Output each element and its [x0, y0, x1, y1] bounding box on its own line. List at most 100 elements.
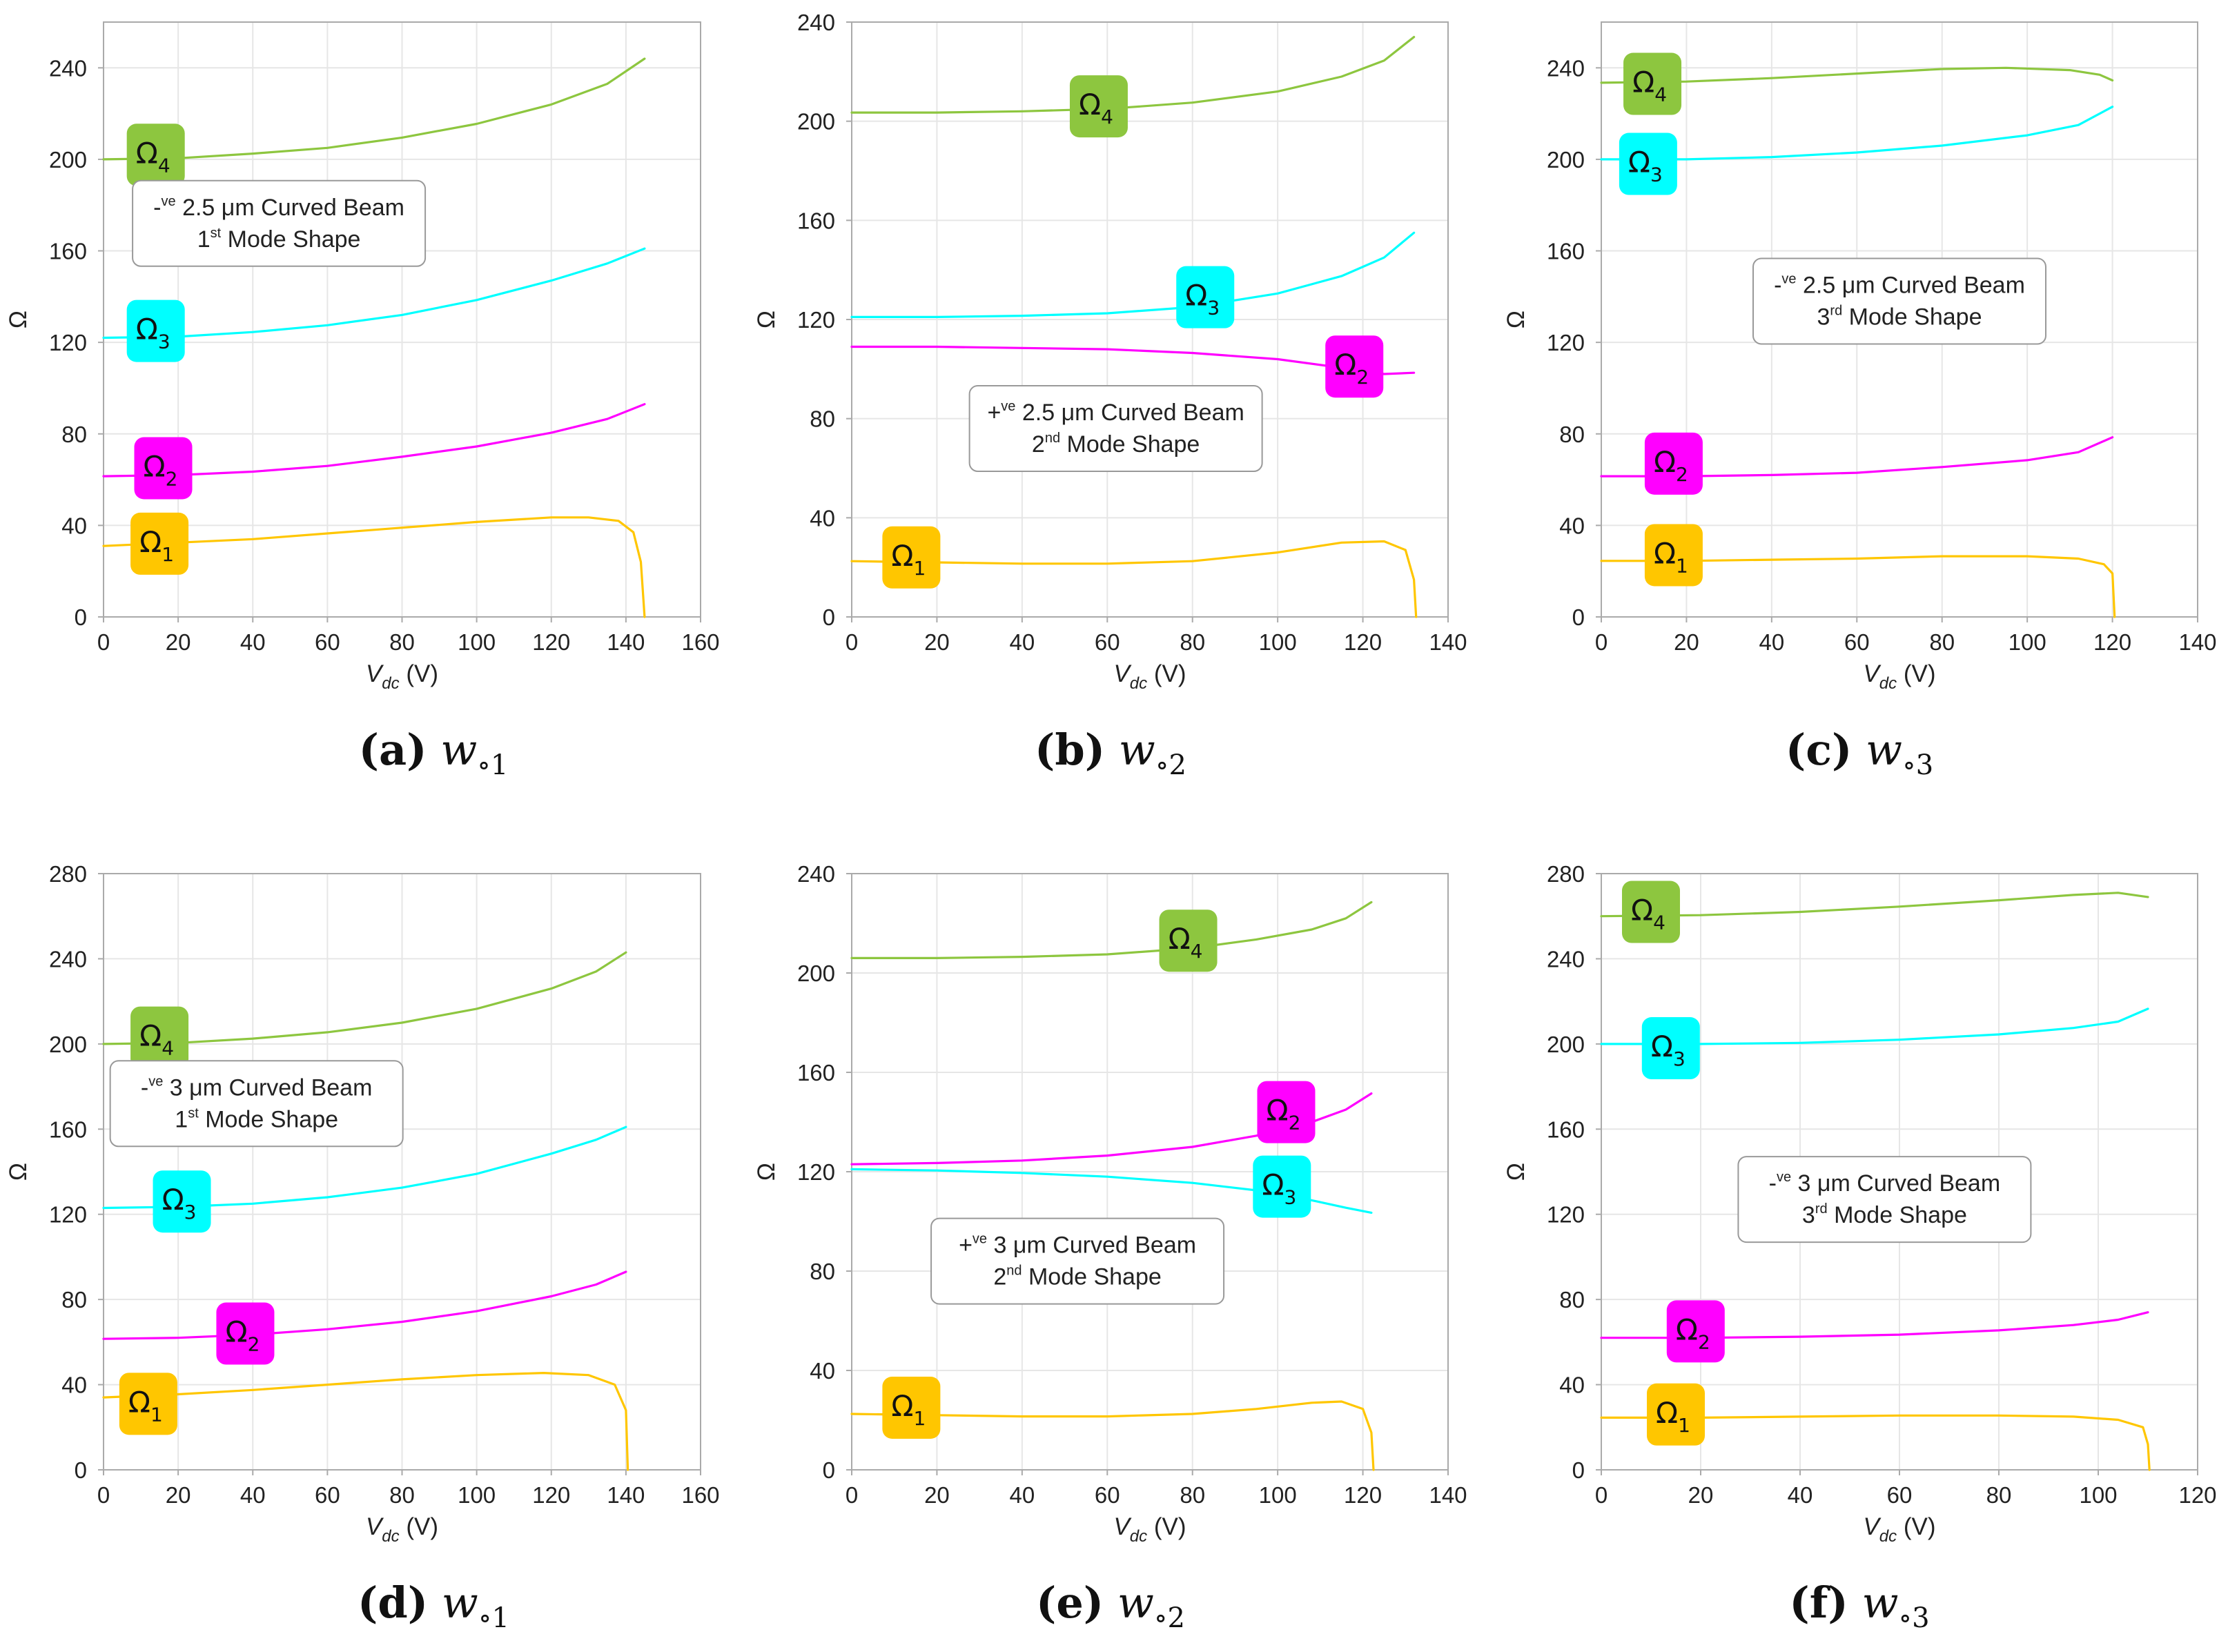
series-label-omega1: Ω1 — [130, 512, 189, 575]
chart-e: 0 20 40 60 80 100 120 140 0 40 80 120 160 200 240 Vdc (… — [753, 861, 1467, 1634]
y-tick-label: 160 — [49, 239, 87, 264]
x-tick-label: 0 — [846, 1482, 858, 1508]
x-tick-label: 160 — [681, 1482, 719, 1508]
series-line-omega4 — [1600, 892, 2149, 918]
series-label-box — [130, 1006, 189, 1069]
x-tick-label: 60 — [1095, 629, 1120, 655]
series-line-omega4 — [102, 951, 627, 1045]
y-axis-label: Ω — [1503, 1163, 1530, 1181]
series-label-omega2: Ω2 — [216, 1302, 275, 1365]
series-label-omega4: Ω4 — [1622, 881, 1680, 943]
x-axis-label: Vdc (V) — [1863, 660, 1935, 693]
chart-f: 0 20 40 60 80 100 120 0 40 80 120 160 200 240 280 Vdc (… — [1503, 861, 2217, 1634]
y-tick-label: 0 — [823, 1457, 835, 1483]
series-label-omega3: Ω3 — [1253, 1155, 1311, 1218]
series-label-box — [882, 1377, 941, 1439]
y-tick-label: 80 — [61, 422, 87, 447]
y-tick-label: 280 — [1547, 861, 1585, 887]
x-tick-label: 120 — [1344, 629, 1382, 655]
x-axis-label: Vdc (V) — [1863, 1513, 1935, 1546]
y-tick-label: 80 — [1559, 422, 1585, 447]
series-label-omega2: Ω2 — [134, 437, 193, 500]
series-label-box — [1623, 52, 1682, 115]
series-label-omega3: Ω3 — [153, 1170, 211, 1233]
annotation-line1: -ve 2.5 μm Curved Beam — [1774, 271, 2025, 298]
annotation-line1: +ve 2.5 μm Curved Beam — [987, 399, 1244, 426]
series-label-box — [126, 124, 185, 186]
series-label-omega1: Ω1 — [119, 1373, 177, 1435]
y-tick-label: 200 — [797, 109, 835, 135]
x-tick-label: 140 — [607, 629, 645, 655]
x-tick-label: 60 — [315, 1482, 340, 1508]
y-tick-label: 200 — [797, 961, 835, 986]
x-tick-label: 120 — [532, 629, 570, 655]
y-tick-label: 0 — [75, 604, 87, 630]
x-tick-label: 60 — [1095, 1482, 1120, 1508]
series-label-omega2: Ω2 — [1644, 432, 1703, 495]
x-axis-label: Vdc (V) — [366, 660, 438, 693]
chart-d: 0 20 40 60 80 100 120 140 160 0 40 80 120 160 200 240 28… — [5, 861, 720, 1634]
series-label-box — [1253, 1155, 1311, 1218]
plot-frame — [1601, 21, 2198, 618]
series-label-text: Ω1 — [891, 1389, 926, 1430]
series-label-box — [1644, 524, 1703, 587]
x-axis-label: Vdc (V) — [1113, 1513, 1186, 1546]
x-tick-label: 40 — [240, 629, 266, 655]
annotation-frame — [1752, 257, 2046, 345]
annotation-frame — [968, 385, 1263, 473]
series-label-text: Ω2 — [1676, 1312, 1710, 1353]
x-tick-label: 0 — [97, 629, 110, 655]
x-tick-label: 160 — [681, 629, 719, 655]
series-line-omega4 — [850, 36, 1416, 114]
series-label-omega4: Ω4 — [1159, 909, 1218, 972]
x-tick-label: 40 — [1788, 1482, 1813, 1508]
annotation-box: -ve 3 μm Curved Beam 1st Mode Shape — [109, 1060, 404, 1148]
x-tick-label: 140 — [607, 1482, 645, 1508]
series-label-box — [1622, 881, 1680, 943]
series-label-box — [119, 1373, 177, 1435]
y-tick-label: 120 — [1547, 1202, 1585, 1228]
y-tick-label: 0 — [1572, 1457, 1585, 1483]
annotation-box: +ve 3 μm Curved Beam 2nd Mode Shape — [930, 1217, 1225, 1305]
series-label-text: Ω3 — [1262, 1168, 1296, 1209]
y-axis-label: Ω — [753, 1163, 780, 1181]
y-tick-label: 280 — [49, 861, 87, 887]
series-label-box — [1069, 75, 1128, 138]
series-line-omega4 — [850, 901, 1373, 959]
y-tick-label: 160 — [49, 1117, 87, 1142]
y-axis-label: Ω — [5, 1163, 32, 1181]
x-tick-label: 80 — [1929, 629, 1955, 655]
x-tick-label: 140 — [1429, 629, 1467, 655]
x-tick-label: 20 — [1688, 1482, 1714, 1508]
y-tick-label: 200 — [49, 1032, 87, 1057]
y-axis-label: Ω — [753, 311, 780, 328]
annotation-box: +ve 2.5 μm Curved Beam 2nd Mode Shape — [968, 385, 1263, 473]
y-tick-label: 120 — [797, 307, 835, 333]
x-tick-label: 60 — [315, 629, 340, 655]
y-tick-label: 40 — [1559, 1373, 1585, 1398]
x-tick-label: 40 — [1009, 1482, 1035, 1508]
x-tick-label: 0 — [97, 1482, 110, 1508]
series-label-box — [1666, 1300, 1725, 1363]
x-tick-label: 120 — [2093, 629, 2131, 655]
subfigure-caption: (f) w∘3 — [1789, 1577, 1929, 1634]
y-axis-label: Ω — [1503, 311, 1530, 328]
series-label-text: Ω2 — [225, 1315, 260, 1356]
annotation-line2: 1st Mode Shape — [197, 226, 361, 253]
x-tick-label: 0 — [1595, 1482, 1608, 1508]
x-tick-label: 20 — [166, 629, 191, 655]
y-tick-label: 80 — [1559, 1287, 1585, 1312]
annotation-frame — [109, 1060, 404, 1148]
annotation-frame — [1737, 1156, 2032, 1243]
y-tick-label: 160 — [1547, 239, 1585, 264]
chart-c: 0 20 40 60 80 100 120 140 0 40 80 120 160 200 240 Vdc (… — [1503, 21, 2217, 781]
annotation-line1: -ve 2.5 μm Curved Beam — [153, 194, 404, 221]
series-line-omega3 — [102, 247, 646, 340]
x-tick-label: 20 — [924, 1482, 950, 1508]
y-tick-label: 120 — [49, 330, 87, 355]
series-label-omega3: Ω3 — [1619, 132, 1677, 195]
series-label-omega4: Ω4 — [1069, 75, 1128, 138]
series-label-box — [1257, 1081, 1316, 1143]
series-label-text: Ω3 — [162, 1183, 197, 1223]
series-label-text: Ω4 — [1632, 66, 1667, 106]
